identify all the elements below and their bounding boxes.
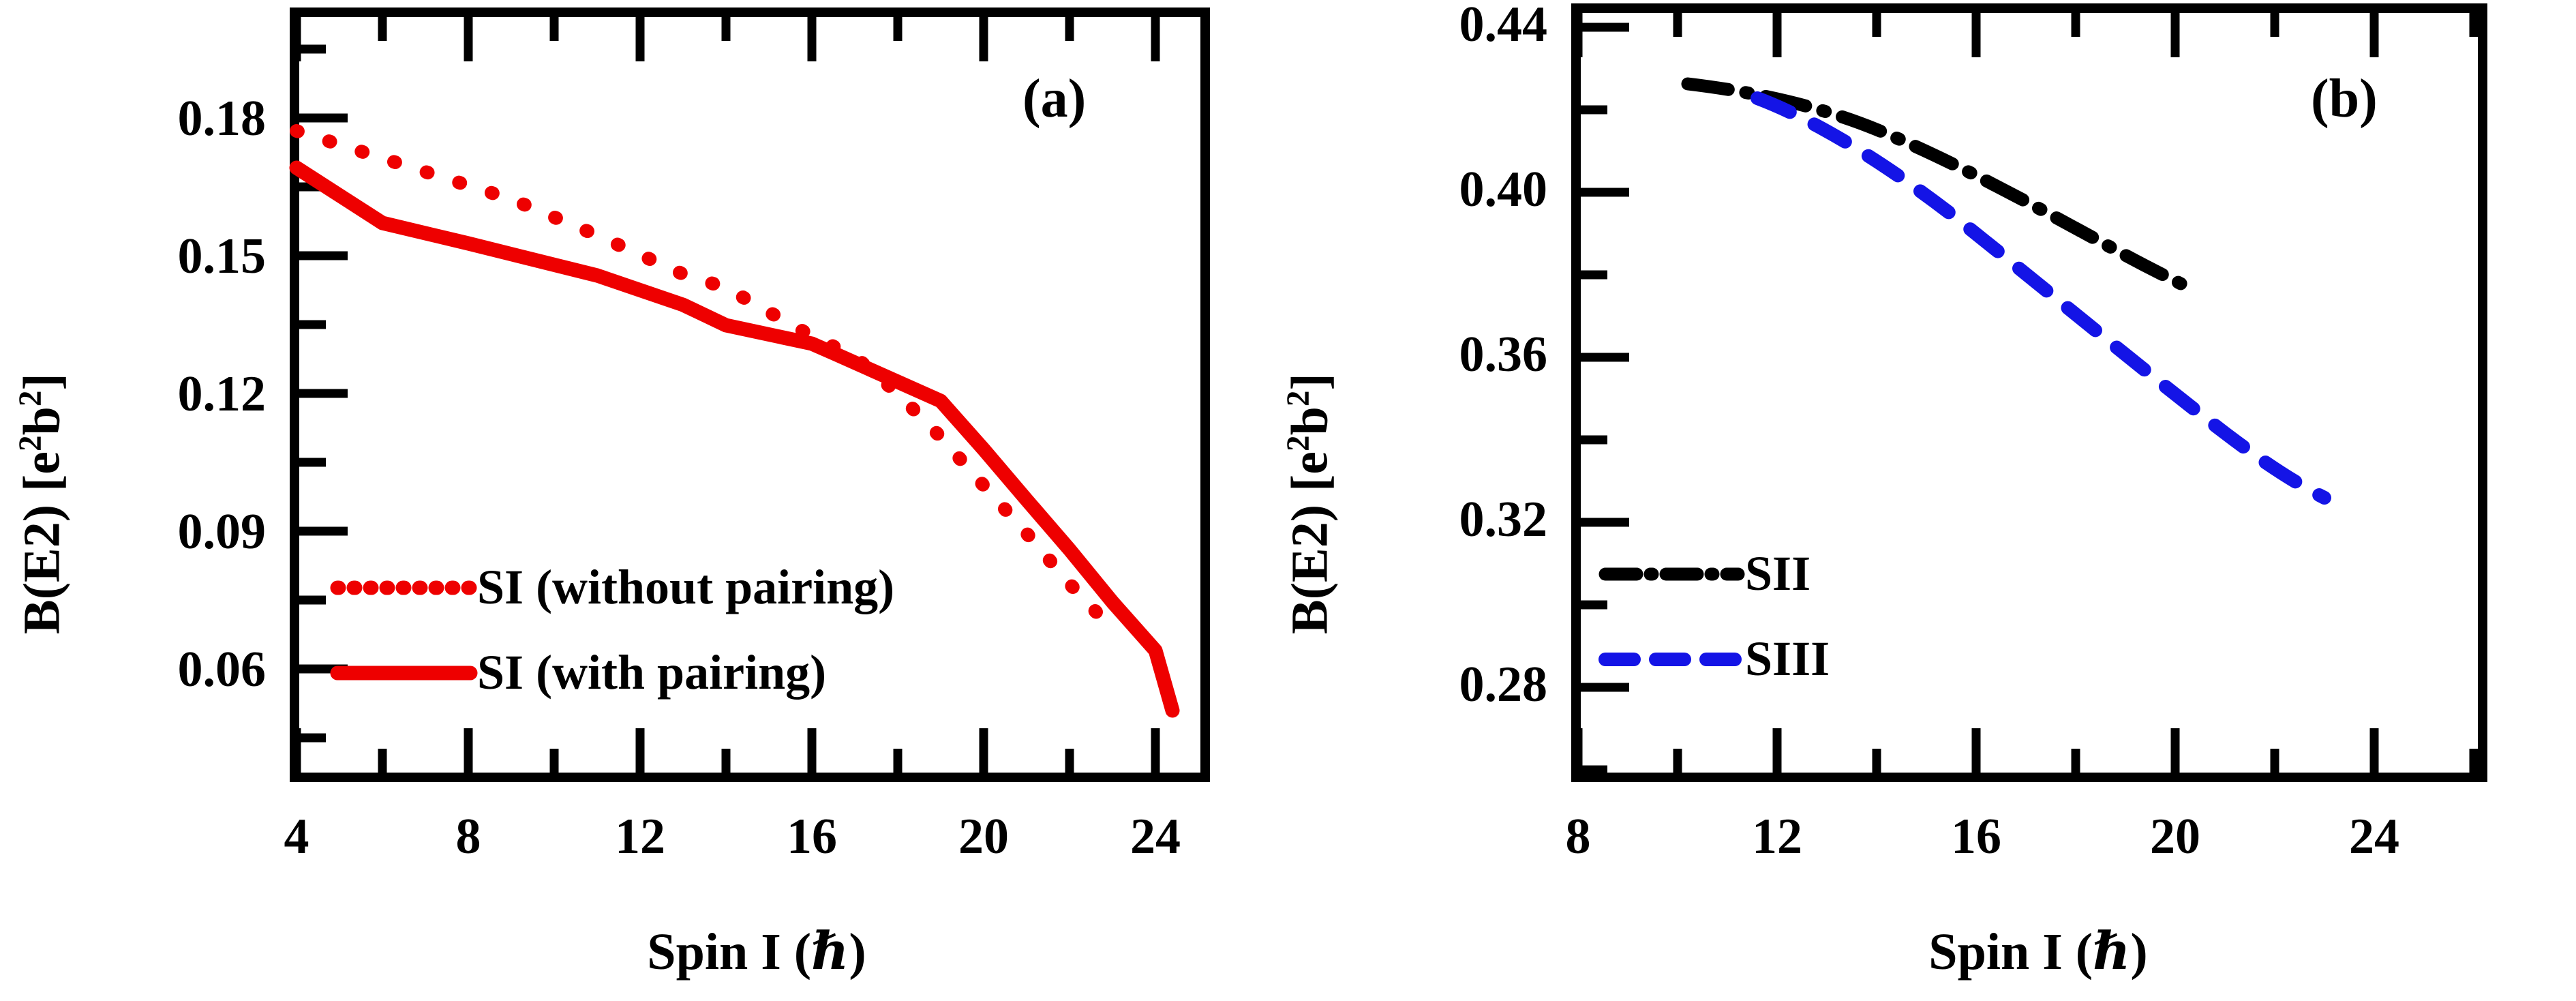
panel-b-xlabel-unit: ℏ bbox=[2093, 923, 2131, 981]
panel-a-series-si-without-pairing bbox=[290, 124, 1119, 636]
panel-b-plot-area bbox=[1571, 3, 2487, 782]
panel-a-x-axis-label: Spin I (ℏ) bbox=[286, 921, 1227, 982]
panel-b-ytick-3: 0.32 bbox=[1459, 492, 1548, 548]
panel-b-xtick-3: 20 bbox=[2150, 809, 2200, 865]
panel-b-xtick-0: 8 bbox=[1565, 809, 1591, 865]
panel-a-ytick-1: 0.15 bbox=[177, 228, 267, 284]
panel-a-y-major-ticks bbox=[294, 113, 348, 674]
panel-b-xtick-1: 12 bbox=[1752, 809, 1802, 865]
panel-a-ytick-4: 0.06 bbox=[177, 642, 267, 698]
panel-b-legend-label-0: SII bbox=[1745, 546, 1811, 601]
panel-b-x-axis-label: Spin I (ℏ) bbox=[1568, 921, 2509, 982]
panel-b-xtick-2: 16 bbox=[1951, 809, 2001, 865]
panel-b-ytick-4: 0.28 bbox=[1459, 657, 1548, 713]
panel-b-ytick-0: 0.44 bbox=[1459, 0, 1548, 53]
panel-b-axis-frame bbox=[1571, 3, 2487, 782]
panel-a-ytick-3: 0.09 bbox=[177, 504, 267, 560]
panel-a-xlabel-suffix: ) bbox=[849, 923, 866, 981]
panel-a-x-major-ticks bbox=[292, 728, 1160, 777]
panel-a-series-si-with-pairing bbox=[289, 160, 1180, 718]
panel-a-legend-label-1: SI (with pairing) bbox=[477, 645, 827, 700]
panel-b-xlabel-suffix: ) bbox=[2130, 923, 2148, 981]
panel-b-ytick-1: 0.40 bbox=[1459, 162, 1548, 218]
panel-b-series-siii bbox=[1751, 91, 2331, 505]
panel-a-xlabel-prefix: Spin I ( bbox=[647, 923, 812, 981]
panel-b-x-major-ticks bbox=[1573, 728, 2379, 777]
panel-a-top-ticks bbox=[292, 12, 1160, 61]
panel-b-tag: (b) bbox=[2311, 69, 2378, 129]
panel-a-ytick-2: 0.12 bbox=[177, 366, 267, 422]
panel-a-axis-frame bbox=[290, 8, 1210, 782]
panel-a-legend-label-0: SI (without pairing) bbox=[477, 560, 895, 614]
panel-a-xlabel-unit: ℏ bbox=[811, 923, 849, 981]
panel-a-xtick-2: 12 bbox=[615, 809, 665, 865]
panel-a: B(E2) [e2b2] Spin I (ℏ) (a) 0.18 0.15 0.… bbox=[0, 0, 1268, 1001]
panel-a-xtick-4: 20 bbox=[958, 809, 1009, 865]
panel-b-y-major-ticks bbox=[1576, 23, 1629, 692]
panel-b-y-minor-ticks bbox=[1576, 105, 1607, 775]
panel-b-xtick-4: 24 bbox=[2349, 809, 2399, 865]
panel-a-xtick-0: 4 bbox=[284, 809, 309, 865]
panel-a-xtick-1: 8 bbox=[455, 809, 481, 865]
panel-a-x-minor-ticks bbox=[378, 749, 1074, 777]
panel-b-ytick-2: 0.36 bbox=[1459, 327, 1548, 383]
panel-a-xtick-5: 24 bbox=[1130, 809, 1181, 865]
panel-a-xtick-3: 16 bbox=[787, 809, 837, 865]
panel-b-x-minor-ticks bbox=[1673, 749, 2479, 777]
panel-b-series-sii bbox=[1681, 77, 2194, 294]
panel-a-plot-area bbox=[289, 8, 1210, 782]
panel-a-ytick-0: 0.18 bbox=[177, 91, 267, 147]
panel-b: B(E2) [e2b2] Spin I (ℏ) (b) 0.44 0.40 0.… bbox=[1268, 0, 2576, 1001]
panel-b-top-ticks bbox=[1573, 8, 2479, 57]
panel-b-xlabel-prefix: Spin I ( bbox=[1928, 923, 2093, 981]
panel-b-legend-label-1: SIII bbox=[1745, 631, 1830, 686]
panel-a-tag: (a) bbox=[1022, 69, 1087, 129]
